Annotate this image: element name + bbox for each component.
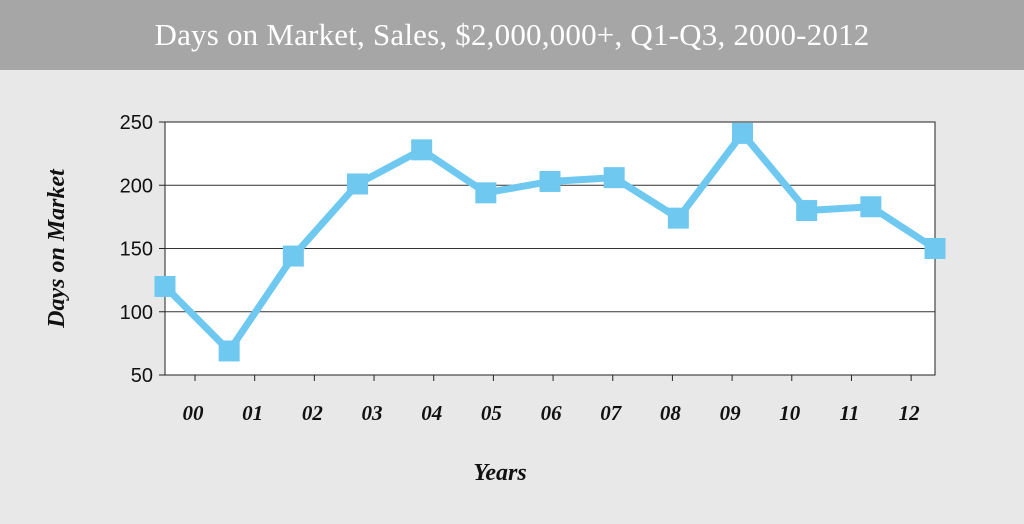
x-tick-label: 01 — [242, 401, 263, 425]
data-point — [218, 340, 240, 362]
y-tick-label: 100 — [120, 302, 153, 324]
data-point — [154, 275, 176, 297]
x-tick-label: 12 — [899, 401, 921, 425]
x-tick-label: 09 — [720, 401, 742, 425]
y-tick-label: 250 — [120, 112, 153, 134]
data-point — [860, 196, 882, 218]
data-point — [603, 167, 625, 189]
data-point — [924, 238, 946, 259]
x-tick-label: 06 — [541, 401, 563, 425]
x-tick-label: 05 — [481, 401, 502, 425]
x-tick-label: 02 — [302, 401, 324, 425]
data-point — [732, 122, 753, 144]
y-axis-label: Days on Market — [44, 168, 70, 329]
x-tick-label: 04 — [421, 401, 442, 425]
data-point — [282, 245, 304, 267]
data-point — [475, 182, 497, 204]
line-chart: 50 100 150 200 250 00 01 02 03 04 05 06 07 08 09 10 11 12… — [44, 112, 946, 486]
data-point — [667, 207, 689, 229]
y-tick-label: 200 — [120, 175, 153, 197]
x-tick-label: 00 — [183, 401, 205, 425]
data-point — [411, 139, 433, 161]
x-tick-label: 08 — [660, 401, 682, 425]
x-tick-label: 07 — [600, 401, 623, 425]
chart-area: 50 100 150 200 250 00 01 02 03 04 05 06 07 08 09 10 11 12… — [0, 70, 1024, 519]
data-point — [539, 170, 561, 192]
data-point — [347, 173, 368, 195]
chart-title: Days on Market, Sales, $2,000,000+, Q1-Q… — [154, 17, 870, 52]
x-tick-label: 03 — [362, 401, 383, 425]
title-bar: Days on Market, Sales, $2,000,000+, Q1-Q… — [0, 0, 1024, 70]
y-tick-label: 150 — [120, 239, 153, 261]
x-axis-label: Years — [473, 460, 526, 486]
y-tick-label: 50 — [131, 365, 153, 387]
x-tick-label: 11 — [840, 401, 860, 425]
x-tick-label: 10 — [779, 401, 801, 425]
data-point — [796, 200, 818, 222]
